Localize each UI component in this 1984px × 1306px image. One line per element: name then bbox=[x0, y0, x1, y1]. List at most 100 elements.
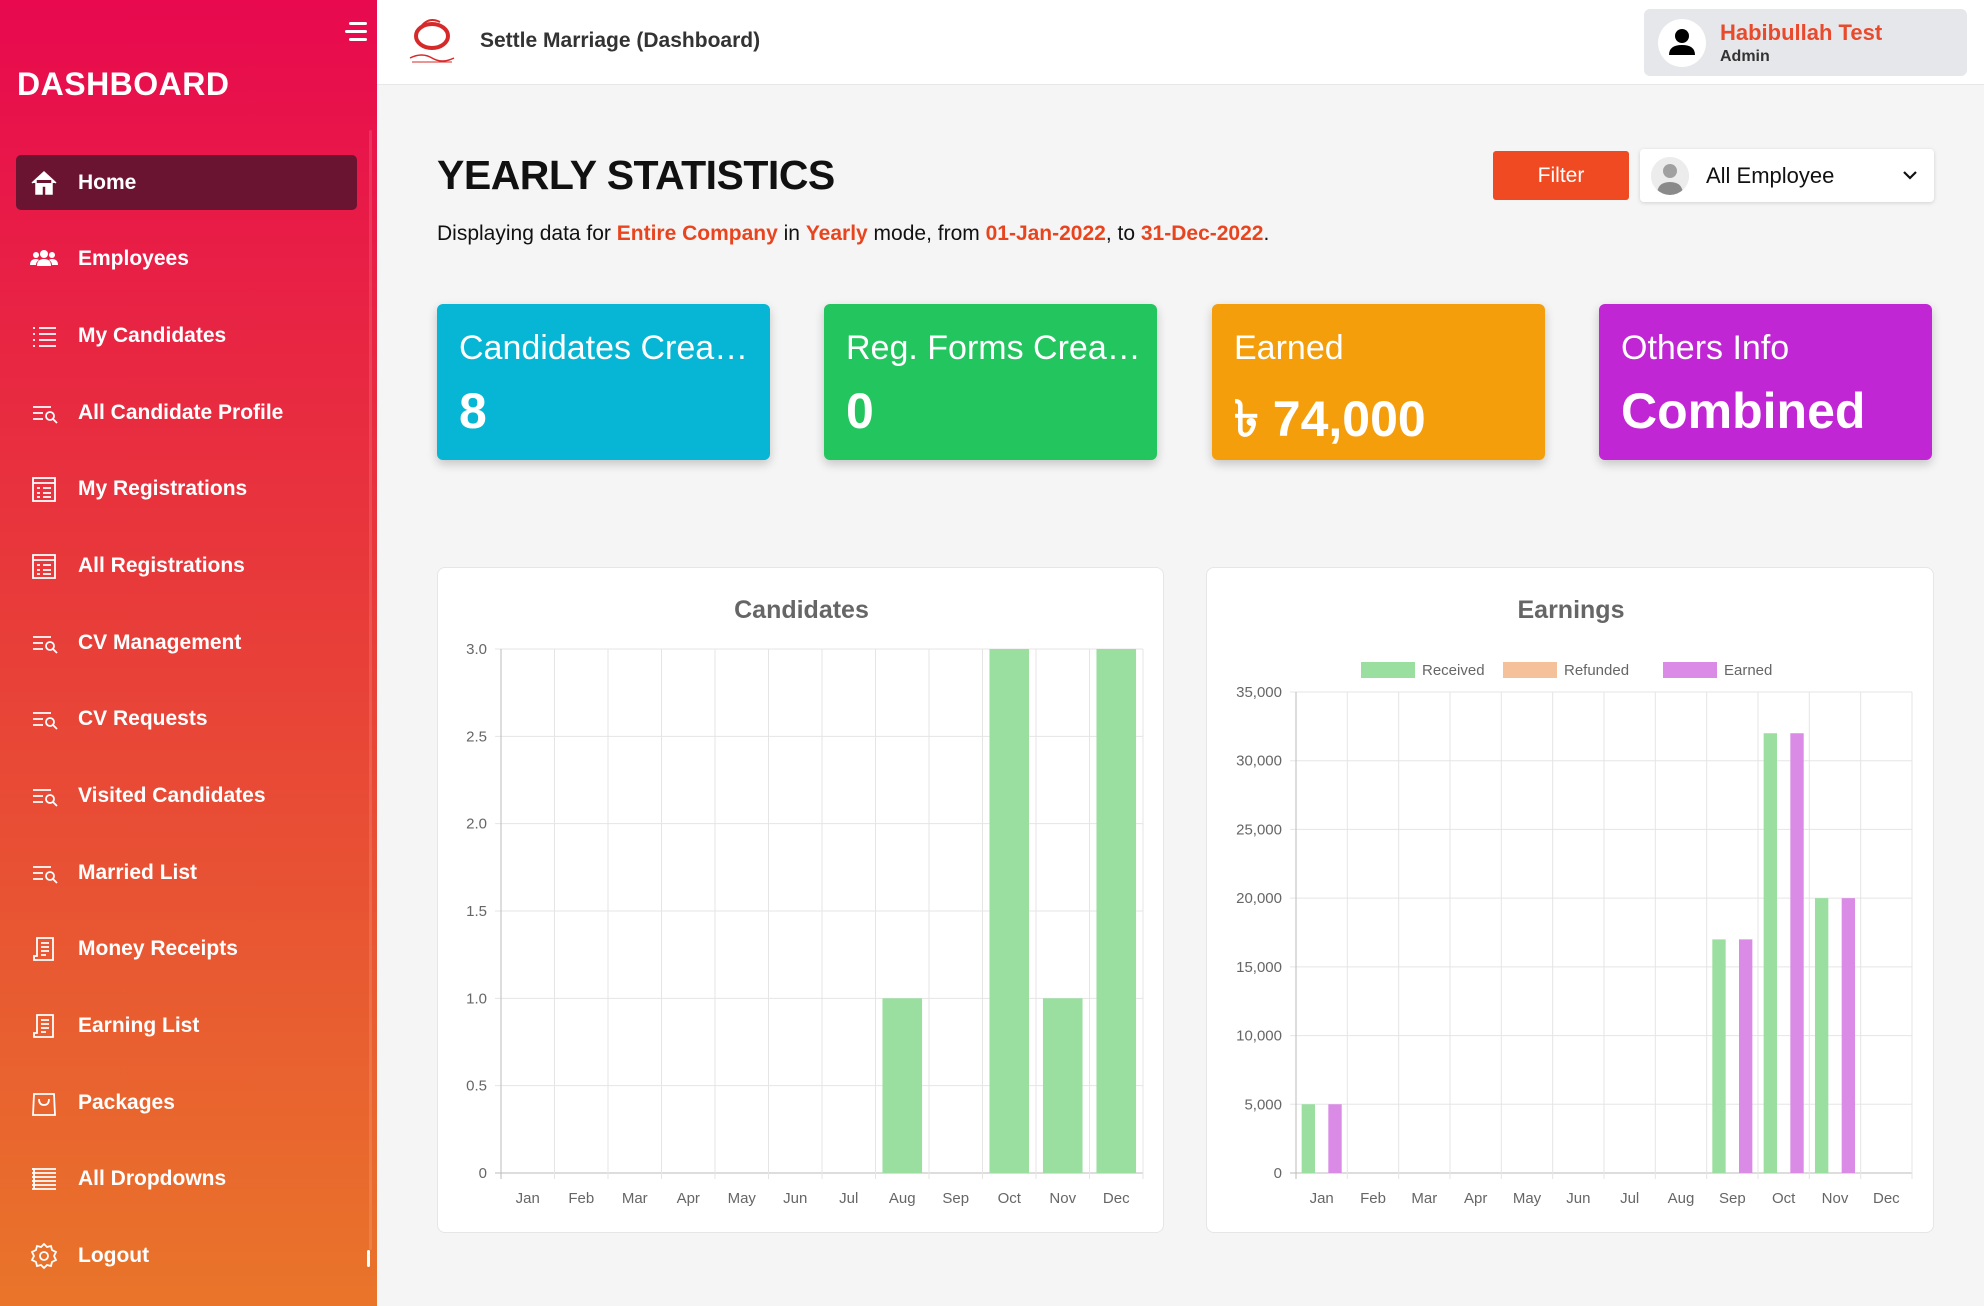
sidebar-item-label: Employees bbox=[78, 247, 189, 271]
form-icon bbox=[28, 473, 60, 505]
stat-card-value: 0 bbox=[846, 383, 874, 439]
sidebar-item-label: Home bbox=[78, 170, 137, 194]
app-title: Settle Marriage (Dashboard) bbox=[480, 29, 761, 52]
x-tick-label: Jan bbox=[516, 1190, 540, 1207]
sidebar-item-my-candidates[interactable]: My Candidates bbox=[16, 308, 357, 363]
receipt-icon bbox=[28, 1010, 60, 1042]
sidebar-item-label: All Registrations bbox=[78, 553, 245, 577]
list-search-icon bbox=[28, 703, 60, 735]
home-icon bbox=[28, 167, 60, 199]
subtitle-mode-suffix: mode, from bbox=[867, 222, 986, 245]
stat-card[interactable]: Reg. Forms Created 0 bbox=[824, 304, 1157, 460]
sidebar-item-married-list[interactable]: Married List bbox=[16, 845, 357, 900]
sidebar-item-label: Married List bbox=[78, 860, 198, 884]
sidebar-item-cv-requests[interactable]: CV Requests bbox=[16, 692, 357, 747]
bar-sep-earned bbox=[1739, 939, 1753, 1173]
page-title: YEARLY STATISTICS bbox=[437, 152, 835, 198]
x-tick-label: Dec bbox=[1103, 1190, 1130, 1207]
menu-toggle-icon[interactable] bbox=[345, 22, 367, 42]
user-name: Habibullah Test bbox=[1720, 20, 1883, 45]
sidebar-item-label: My Registrations bbox=[78, 477, 248, 501]
y-tick-label: 30,000 bbox=[1236, 753, 1282, 770]
list-search-icon bbox=[28, 780, 60, 812]
x-tick-label: Sep bbox=[942, 1190, 969, 1207]
stat-card-title: Candidates Created bbox=[459, 329, 754, 367]
bag-icon bbox=[28, 1087, 60, 1119]
sidebar-item-label: Money Receipts bbox=[78, 937, 238, 961]
sidebar-nav: Home Employees My Candidates All Candidate … bbox=[16, 155, 357, 1305]
legend-label: Refunded bbox=[1564, 662, 1629, 679]
sidebar-item-logout[interactable]: Logout bbox=[16, 1229, 357, 1284]
sidebar-item-visited-candidates[interactable]: Visited Candidates bbox=[16, 769, 357, 824]
x-tick-label: Apr bbox=[677, 1190, 700, 1207]
legend-swatch bbox=[1361, 662, 1415, 678]
sidebar-scrollbar[interactable] bbox=[369, 130, 372, 1250]
sidebar-scroll-thumb[interactable] bbox=[367, 1250, 370, 1267]
bar-aug bbox=[882, 998, 923, 1173]
user-role: Admin bbox=[1720, 48, 1770, 65]
filter-button[interactable]: Filter bbox=[1493, 151, 1629, 200]
x-tick-label: Jun bbox=[783, 1190, 807, 1207]
employee-select[interactable]: All Employee bbox=[1640, 149, 1934, 202]
employee-avatar-icon bbox=[1651, 157, 1689, 195]
bar-sep-received bbox=[1712, 939, 1726, 1173]
user-menu[interactable]: Habibullah Test Admin bbox=[1644, 9, 1967, 76]
y-tick-label: 10,000 bbox=[1236, 1028, 1282, 1045]
bar-jan-earned bbox=[1328, 1104, 1342, 1173]
sidebar-item-packages[interactable]: Packages bbox=[16, 1075, 357, 1130]
x-tick-label: Jul bbox=[1620, 1190, 1639, 1207]
sidebar-item-home[interactable]: Home bbox=[16, 155, 357, 210]
sidebar-item-employees[interactable]: Employees bbox=[16, 232, 357, 287]
sidebar-item-all-registrations[interactable]: All Registrations bbox=[16, 538, 357, 593]
x-tick-label: Aug bbox=[889, 1190, 916, 1207]
x-tick-label: Mar bbox=[1411, 1190, 1437, 1207]
list-icon bbox=[28, 320, 60, 352]
legend-swatch bbox=[1503, 662, 1557, 678]
y-tick-label: 3.0 bbox=[466, 641, 487, 658]
bar-nov-earned bbox=[1841, 898, 1856, 1173]
y-tick-label: 1.5 bbox=[466, 903, 487, 920]
list-search-icon bbox=[28, 397, 60, 429]
sidebar-item-money-receipts[interactable]: Money Receipts bbox=[16, 922, 357, 977]
sidebar-item-my-registrations[interactable]: My Registrations bbox=[16, 462, 357, 517]
y-tick-label: 1.0 bbox=[466, 990, 487, 1007]
x-tick-label: Sep bbox=[1719, 1190, 1746, 1207]
sidebar-title: DASHBOARD bbox=[17, 66, 230, 102]
x-tick-label: Nov bbox=[1049, 1190, 1076, 1207]
candidates-chart-panel: Candidates 0 0.5 1.0 1.5 2.0 2.5 3.0 Jan Feb Mar Ap… bbox=[437, 567, 1164, 1233]
sidebar-item-earning-list[interactable]: Earning List bbox=[16, 999, 357, 1054]
settle-marriage-logo[interactable] bbox=[402, 14, 460, 68]
sidebar: DASHBOARD Home Employees My Candidates All … bbox=[0, 0, 377, 1306]
x-tick-label: Jul bbox=[839, 1190, 858, 1207]
subtitle-to-date: 31-Dec-2022 bbox=[1140, 222, 1264, 245]
bar-oct-received bbox=[1763, 733, 1777, 1173]
stat-card-title: Others Info bbox=[1621, 329, 1790, 367]
sidebar-item-cv-management[interactable]: CV Management bbox=[16, 615, 357, 670]
x-tick-label: Mar bbox=[622, 1190, 648, 1207]
y-tick-label: 2.0 bbox=[466, 816, 487, 833]
subtitle-end: . bbox=[1263, 222, 1270, 245]
bar-dec bbox=[1096, 649, 1137, 1173]
chart-title: Candidates bbox=[734, 596, 869, 624]
stat-card-title: Reg. Forms Created bbox=[846, 329, 1141, 367]
x-tick-label: Nov bbox=[1822, 1190, 1849, 1207]
sidebar-item-all-dropdowns[interactable]: All Dropdowns bbox=[16, 1152, 357, 1207]
sidebar-item-label: Packages bbox=[78, 1090, 175, 1114]
y-tick-label: 0.5 bbox=[466, 1078, 487, 1095]
sidebar-item-all-candidate-profile[interactable]: All Candidate Profile bbox=[16, 385, 357, 440]
x-tick-label: Jun bbox=[1566, 1190, 1590, 1207]
lines-icon bbox=[28, 1163, 60, 1195]
stat-card[interactable]: Others Info Combined bbox=[1599, 304, 1932, 460]
stat-card[interactable]: Candidates Created 8 bbox=[437, 304, 770, 460]
earnings-chart-panel: Earnings Received Refunded Earned 0 5,000 10,0… bbox=[1206, 567, 1934, 1233]
stat-card-title: Earned bbox=[1234, 329, 1344, 367]
x-tick-label: May bbox=[1513, 1190, 1542, 1207]
list-search-icon bbox=[28, 627, 60, 659]
sidebar-item-label: CV Management bbox=[78, 630, 242, 654]
top-bar: Settle Marriage (Dashboard) Habibullah T… bbox=[377, 0, 1984, 85]
logout-icon bbox=[28, 1240, 60, 1272]
candidates-chart: Candidates 0 0.5 1.0 1.5 2.0 2.5 3.0 Jan Feb Mar Ap… bbox=[466, 596, 1144, 1207]
stat-card[interactable]: Earned ৳ 74,000 bbox=[1212, 304, 1545, 460]
sidebar-item-label: All Candidate Profile bbox=[78, 400, 284, 424]
y-tick-label: 0 bbox=[479, 1165, 487, 1182]
